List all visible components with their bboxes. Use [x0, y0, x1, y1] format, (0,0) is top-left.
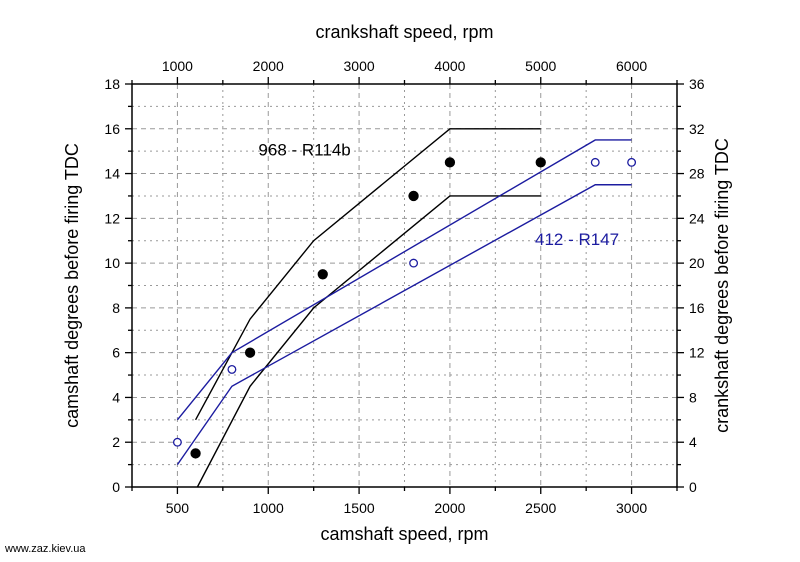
data-point-filled [190, 448, 201, 459]
x2-tick-label: 2000 [253, 58, 284, 74]
y2-tick-label: 32 [689, 121, 705, 137]
x-axis-title: camshaft speed, rpm [320, 524, 488, 544]
data-point-open [627, 157, 637, 167]
series-line-2 [176, 139, 632, 421]
x-tick-label: 1000 [253, 500, 284, 516]
y2-axis-title: crankshaft degrees before firing TDC [712, 138, 732, 433]
data-point-open [172, 437, 182, 447]
data-point-filled [444, 157, 456, 168]
data-point-filled [535, 157, 546, 168]
y-tick-label: 2 [112, 434, 120, 450]
x-tick-label: 2500 [525, 500, 556, 516]
y2-tick-label: 16 [689, 300, 705, 316]
y2-tick-label: 8 [689, 389, 697, 405]
series-annotation: 412 - R147 [535, 230, 619, 249]
y-tick-label: 4 [112, 389, 120, 405]
data-point-open [590, 157, 600, 167]
y2-tick-label: 0 [689, 479, 697, 495]
y-tick-label: 10 [104, 255, 120, 271]
y-tick-label: 12 [104, 210, 120, 226]
series-annotation: 968 - R114b [258, 141, 350, 160]
x2-axis-title: crankshaft speed, rpm [315, 22, 493, 42]
y-tick-label: 8 [112, 300, 120, 316]
data-point-open [409, 258, 419, 268]
series-line-0 [194, 128, 541, 421]
y2-tick-label: 4 [689, 434, 697, 450]
series-line-1 [196, 195, 541, 488]
x-tick-label: 2000 [434, 500, 465, 516]
x-tick-label: 3000 [616, 500, 647, 516]
x2-tick-label: 6000 [616, 58, 647, 74]
y-axis-title: camshaft degrees before firing TDC [62, 143, 82, 428]
x2-tick-label: 3000 [344, 58, 375, 74]
y2-tick-label: 12 [689, 345, 705, 361]
y2-tick-label: 24 [689, 210, 705, 226]
x-tick-label: 500 [166, 500, 190, 516]
y-tick-label: 14 [104, 166, 120, 182]
y-tick-label: 18 [104, 76, 120, 92]
watermark: www.zaz.kiev.ua [5, 543, 86, 555]
data-point-filled [408, 190, 419, 202]
x2-tick-label: 1000 [162, 58, 193, 74]
x-tick-label: 1500 [344, 500, 375, 516]
x2-tick-label: 4000 [434, 58, 465, 74]
series-line-3 [176, 184, 632, 466]
y2-tick-label: 36 [689, 76, 705, 92]
y-tick-label: 0 [112, 479, 120, 495]
y-tick-label: 16 [104, 121, 120, 137]
data-point-open [227, 365, 237, 374]
data-point-filled [244, 347, 256, 358]
y-tick-label: 6 [112, 345, 120, 361]
y2-tick-label: 28 [689, 166, 705, 182]
y2-tick-label: 20 [689, 255, 705, 271]
data-point-filled [317, 269, 328, 280]
x2-tick-label: 5000 [525, 58, 556, 74]
